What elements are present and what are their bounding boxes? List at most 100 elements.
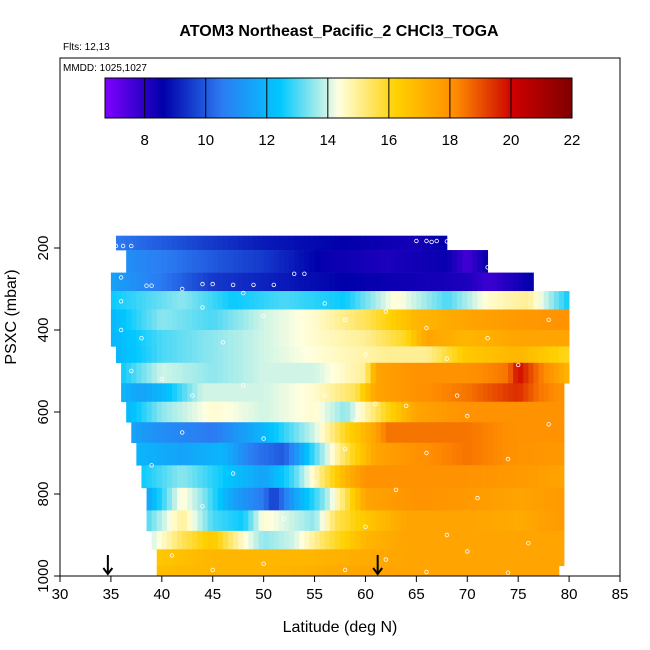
heatmap-cell [304, 272, 310, 292]
heatmap-cell [243, 272, 249, 292]
heatmap-cell [462, 565, 468, 577]
heatmap-cell [513, 362, 519, 384]
heatmap-cell [482, 549, 489, 567]
heatmap-cell [222, 383, 229, 403]
heatmap-cell [304, 565, 310, 577]
heatmap-cell [416, 549, 422, 567]
heatmap-cell [350, 422, 356, 444]
heatmap-cell [462, 250, 468, 273]
heatmap-cell [187, 465, 193, 489]
heatmap-cell [217, 330, 224, 347]
heatmap-cell [543, 442, 550, 466]
heatmap-cell [263, 401, 270, 423]
heatmap-cell [396, 272, 402, 292]
sample-point [302, 271, 307, 276]
sample-point [230, 282, 236, 288]
x-tick-label: 55 [306, 586, 323, 603]
heatmap-cell [467, 330, 473, 347]
heatmap-cell [406, 565, 412, 577]
heatmap-cell [273, 549, 280, 567]
heatmap-cell [513, 422, 519, 444]
sample-point [241, 383, 246, 388]
heatmap-cell [548, 401, 555, 423]
heatmap-cell [299, 442, 305, 466]
colorbar-tick-label: 18 [442, 132, 459, 149]
heatmap-cell [508, 401, 514, 423]
sample-point [342, 317, 348, 322]
heatmap-cell [141, 330, 147, 347]
heatmap-cell [222, 362, 229, 384]
heatmap-cell [355, 465, 361, 489]
heatmap-cell [253, 309, 259, 331]
heatmap-cell [416, 401, 422, 423]
heatmap-cell [192, 309, 198, 331]
heatmap-cell [441, 383, 448, 403]
heatmap-cell [192, 383, 198, 403]
heatmap-cell [426, 362, 433, 384]
heatmap-cell [309, 549, 315, 567]
heatmap-cell [324, 510, 331, 532]
heatmap-cell [299, 401, 305, 423]
heatmap-cell [273, 309, 280, 331]
heatmap-cell [309, 235, 315, 251]
heatmap-cell [401, 309, 407, 331]
heatmap-cell [126, 362, 132, 384]
heatmap-cell [233, 510, 239, 532]
heatmap-cell [309, 250, 315, 273]
heatmap-cell [329, 330, 336, 347]
heatmap-cell [533, 309, 539, 331]
heatmap-cell [482, 330, 489, 347]
heatmap-cell [350, 565, 356, 577]
heatmap-cell [518, 346, 524, 364]
heatmap-cell [401, 465, 407, 489]
heatmap-cell [533, 383, 539, 403]
heatmap-cell [375, 309, 382, 331]
heatmap-cell [319, 291, 326, 310]
heatmap-cell [360, 362, 366, 384]
heatmap-cell [263, 565, 270, 577]
heatmap-cell [197, 235, 203, 251]
heatmap-cell [497, 330, 504, 347]
heatmap-cell [263, 549, 270, 567]
heatmap-cell [248, 309, 254, 331]
heatmap-cell [401, 422, 407, 444]
heatmap-cell [182, 510, 188, 532]
heatmap-cell [233, 362, 239, 384]
heatmap-cell [278, 272, 285, 292]
sample-point [251, 282, 256, 288]
heatmap-cell [156, 565, 163, 577]
sample-point [434, 238, 439, 244]
heatmap-cell [457, 362, 463, 384]
heatmap-cell [396, 383, 402, 403]
heatmap-cell [273, 565, 280, 577]
heatmap-cell [441, 272, 448, 292]
sample-point [373, 401, 378, 406]
heatmap-cell [462, 549, 468, 567]
sample-point [342, 446, 348, 452]
heatmap-cell [508, 422, 514, 444]
heatmap-cell [477, 487, 483, 511]
heatmap-cell [426, 330, 433, 347]
heatmap-cell [345, 465, 351, 489]
heatmap-cell [136, 422, 142, 444]
heatmap-cell [370, 549, 377, 567]
heatmap-cell [258, 487, 265, 511]
heatmap-cell [146, 330, 153, 347]
heatmap-cell [172, 235, 178, 251]
heatmap-cell [426, 235, 433, 251]
heatmap-cell [390, 330, 397, 347]
heatmap-cell [492, 362, 499, 384]
heatmap-cell [197, 401, 203, 423]
heatmap-cell [304, 401, 310, 423]
heatmap-cell [390, 465, 397, 489]
heatmap-cell [299, 362, 305, 384]
heatmap-cell [151, 346, 158, 364]
sample-point [424, 325, 429, 331]
heatmap-cell [416, 530, 422, 550]
heatmap-cell [533, 530, 539, 550]
heatmap-cell [406, 465, 412, 489]
heatmap-cell [268, 442, 275, 466]
heatmap-cell [151, 510, 158, 532]
heatmap-cell [334, 442, 341, 466]
heatmap-cell [166, 465, 173, 489]
